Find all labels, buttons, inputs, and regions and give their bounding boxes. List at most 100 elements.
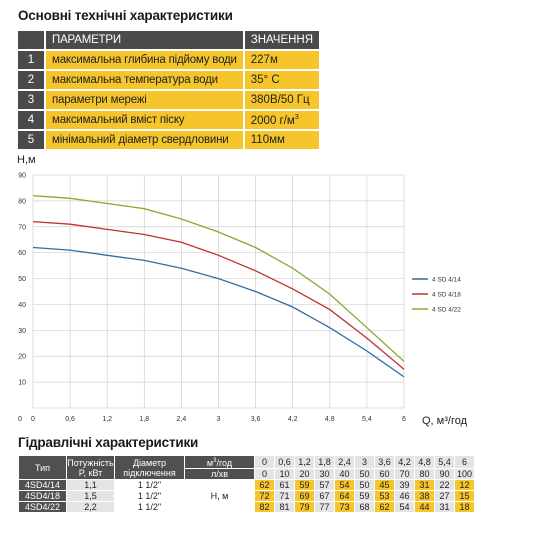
hyd-diam-cell: 1 1/2" (114, 501, 185, 513)
hyd-h-cell: 73 (334, 501, 355, 513)
x-tick-label: 5,4 (362, 416, 372, 423)
spec-row: 5 мінімальний діаметр свердловини 110мм (18, 131, 320, 149)
spec-row-num: 5 (18, 131, 44, 149)
hyd-type-cell: 4SD4/22 (18, 501, 67, 513)
hyd-data-row: 4SD4/22 2,2 1 1/2" 82 81 79 77 73 68 62 54 44 31 18 (18, 501, 475, 513)
hyd-col-diam-l1: Діаметр (132, 457, 167, 468)
hyd-h-cell: 61 (274, 479, 295, 491)
y-tick-label: 70 (18, 224, 26, 231)
hyd-unit-lmin: л/хв (184, 468, 255, 480)
y-tick-label: 60 (18, 250, 26, 257)
spec-row: 2 максимальна температура води 35° С (18, 71, 320, 89)
hyd-h-cell: 71 (274, 490, 295, 502)
series-line-2 (32, 220, 405, 370)
hyd-h-cell: 77 (314, 501, 335, 513)
legend-label: 4 SD 4/22 (432, 307, 461, 314)
spec-header-values: ЗНАЧЕННЯ (242, 31, 320, 49)
hyd-h-cell: 50 (354, 479, 375, 491)
hyd-q-m3-cell: 4,8 (414, 455, 435, 469)
spec-row-value: 227м (242, 51, 320, 69)
spec-row-value: 380В/50 Гц (242, 91, 320, 109)
hyd-h-cell: 68 (354, 501, 375, 513)
x-tick-label: 1,8 (139, 416, 149, 423)
hyd-q-m3-cell: 0,6 (274, 455, 295, 469)
hydraulic-table: Тип Потужність P, кВт Діаметр підключення … (18, 455, 475, 513)
spec-row-value: 35° С (242, 71, 320, 89)
hyd-h-cell: 64 (334, 490, 355, 502)
y-axis-label: H,м (17, 154, 36, 166)
hyd-q-m3-cell: 6 (454, 455, 475, 469)
hyd-h-cell: 31 (434, 501, 455, 513)
hyd-h-cell: 59 (294, 479, 315, 491)
x-tick-label: 4,2 (288, 416, 298, 423)
hyd-h-cell: 31 (414, 479, 435, 491)
hyd-unit-m3-suffix: /год (216, 458, 233, 468)
hyd-q-lmin-cell: 100 (454, 468, 475, 480)
x-tick-label: 4,8 (325, 416, 335, 423)
x-tick-label: 1,2 (102, 416, 112, 423)
y-tick-label: 0 (18, 416, 22, 423)
hyd-header-row-1: Тип Потужність P, кВт Діаметр підключення … (18, 455, 475, 480)
pump-curve-chart: 0 0,6 1,2 1,8 2,4 3 3,6 4,2 4,8 5,4 6 10 20 30 40 50 60 7… (17, 154, 468, 427)
spec-row: 3 параметри мережі 380В/50 Гц (18, 91, 320, 109)
hyd-unit-m3: м3/год (184, 455, 255, 469)
hyd-q-m3-cell: 1,2 (294, 455, 315, 469)
hydraulic-title: Гідравлічні характеристики (18, 435, 199, 450)
hyd-q-lmin-cell: 10 (274, 468, 295, 480)
spec-row-num: 1 (18, 51, 44, 69)
hyd-h-cell: 53 (374, 490, 395, 502)
hyd-h-cell: 82 (254, 501, 275, 513)
spec-header-num (18, 31, 44, 49)
hyd-q-m3-cell: 1,8 (314, 455, 335, 469)
spec-row-name: параметри мережі (44, 91, 243, 109)
hyd-h-cell: 38 (414, 490, 435, 502)
legend-label: 4 SD 4/14 (432, 277, 461, 284)
hyd-q-lmin-cell: 0 (254, 468, 275, 480)
series-line-1 (32, 246, 405, 378)
spec-row-name: мінімальний діаметр свердловини (44, 131, 243, 149)
hyd-h-cell: 54 (334, 479, 355, 491)
hyd-h-cell: 54 (394, 501, 415, 513)
spec-row: 1 максимальна глибина підйому води 227м (18, 51, 320, 69)
hyd-diam-cell: 1 1/2" (114, 490, 185, 502)
hyd-q-lmin-cell: 40 (334, 468, 355, 480)
spec-row-name: максимальна температура води (44, 71, 243, 89)
hyd-col-power-l1: Потужність (67, 457, 114, 468)
hyd-h-cell: 15 (454, 490, 475, 502)
y-tick-label: 90 (18, 173, 26, 180)
hyd-h-cell: 12 (454, 479, 475, 491)
y-tick-label: 10 (18, 380, 26, 387)
y-tick-label: 30 (18, 328, 26, 335)
hyd-data-row: 4SD4/18 1,5 1 1/2" 72 71 69 67 64 59 53 46 38 27 15 (18, 490, 475, 502)
hyd-q-lmin-cell: 50 (354, 468, 375, 480)
hyd-h-cell: 81 (274, 501, 295, 513)
x-tick-label: 6 (402, 416, 406, 423)
hyd-h-cell: 72 (254, 490, 275, 502)
hyd-h-cell: 27 (434, 490, 455, 502)
hyd-type-cell: 4SD4/18 (18, 490, 67, 502)
hyd-diam-cell: 1 1/2" (114, 479, 185, 491)
hyd-q-m3-cell: 3 (354, 455, 375, 469)
hyd-col-diam-l2: підключення (123, 467, 176, 478)
hyd-h-cell: 45 (374, 479, 395, 491)
hyd-unit-m3-text: м (206, 458, 214, 468)
hyd-h-cell: 69 (294, 490, 315, 502)
spec-row-num: 4 (18, 111, 44, 129)
hyd-q-m3-cell: 4,2 (394, 455, 415, 469)
hyd-power-cell: 2,2 (66, 501, 115, 513)
y-tick-label: 50 (18, 276, 26, 283)
hyd-h-cell: 46 (394, 490, 415, 502)
hyd-q-lmin-cell: 70 (394, 468, 415, 480)
spec-row-num: 2 (18, 71, 44, 89)
hyd-h-label: Н, м (184, 479, 255, 513)
spec-row-value: 2000 г/м3 (242, 111, 320, 129)
hyd-col-power: Потужність P, кВт (66, 455, 115, 480)
hyd-type-cell: 4SD4/14 (18, 479, 67, 491)
hyd-q-m3-cell: 2,4 (334, 455, 355, 469)
spec-row-value: 110мм (242, 131, 320, 149)
spec-table-header: ПАРАМЕТРИ ЗНАЧЕННЯ (18, 31, 320, 49)
x-tick-label: 3 (217, 416, 221, 423)
hyd-h-cell: 62 (254, 479, 275, 491)
spec-table: ПАРАМЕТРИ ЗНАЧЕННЯ 1 максимальна глибина… (18, 29, 320, 151)
series-line-3 (32, 195, 405, 362)
